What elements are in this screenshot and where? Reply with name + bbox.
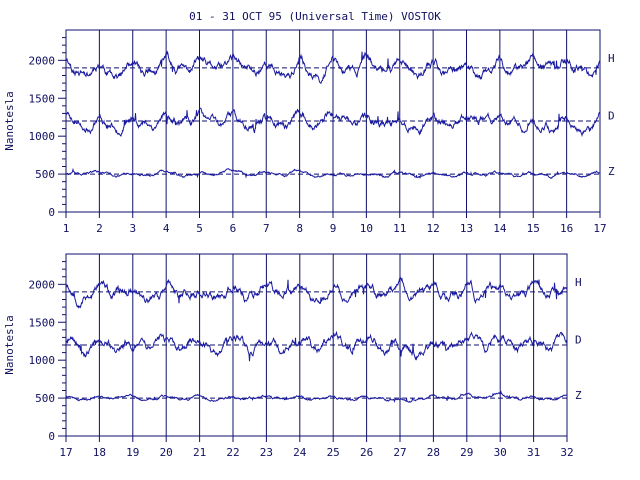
y-tick-label: 500	[35, 168, 55, 181]
x-tick-label: 5	[196, 222, 203, 235]
x-tick-label: 21	[193, 446, 206, 459]
x-tick-label: 1	[63, 222, 70, 235]
x-tick-label: 17	[593, 222, 606, 235]
series-label-z: Z	[575, 389, 582, 402]
x-tick-label: 28	[427, 446, 440, 459]
x-tick-label: 15	[527, 222, 540, 235]
x-tick-label: 27	[393, 446, 406, 459]
y-tick-label: 1500	[29, 316, 56, 329]
series-trace-z	[65, 167, 601, 180]
x-tick-label: 14	[493, 222, 507, 235]
x-tick-label: 17	[59, 446, 72, 459]
y-tick-label: 0	[48, 206, 55, 219]
x-tick-label: 19	[126, 446, 139, 459]
x-tick-label: 7	[263, 222, 270, 235]
x-tick-label: 30	[494, 446, 507, 459]
series-trace-z	[65, 390, 568, 403]
x-tick-label: 25	[327, 446, 340, 459]
panel-top: 1 2 3 4 5 6 7 8 9 10 11 12 13 14 15 16 17050010001500200…	[3, 29, 615, 235]
x-tick-label: 8	[296, 222, 303, 235]
series-label-d: D	[608, 110, 615, 123]
series-label-h: H	[608, 52, 615, 65]
x-tick-label: 12	[427, 222, 440, 235]
y-tick-label: 1000	[29, 130, 56, 143]
x-tick-label: 22	[226, 446, 239, 459]
x-tick-label: 4	[163, 222, 170, 235]
x-tick-label: 31	[527, 446, 540, 459]
series-trace-h	[65, 276, 568, 309]
y-tick-label: 2000	[29, 278, 56, 291]
series-label-z: Z	[608, 165, 615, 178]
x-tick-label: 20	[160, 446, 173, 459]
panel-bottom: 17 18 19 20 21 22 23 24 25 26 27 28 29 30 31 32 0 500 1000…	[3, 253, 582, 459]
x-tick-label: 32	[560, 446, 573, 459]
y-tick-label: 500	[35, 392, 55, 405]
y-axis-label: Nanotesla	[3, 91, 16, 151]
y-tick-label: 1500	[29, 92, 56, 105]
x-tick-label: 23	[260, 446, 273, 459]
x-tick-label: 26	[360, 446, 373, 459]
y-tick-label: 2000	[29, 54, 56, 67]
x-tick-label: 6	[230, 222, 237, 235]
series-label-d: D	[575, 334, 582, 347]
series-trace-h	[65, 50, 601, 85]
x-tick-label: 11	[393, 222, 406, 235]
y-tick-label: 0	[48, 430, 55, 443]
x-tick-label: 9	[330, 222, 337, 235]
x-tick-label: 2	[96, 222, 103, 235]
x-tick-label: 29	[460, 446, 473, 459]
y-tick-label: 1000	[29, 354, 56, 367]
series-trace-d	[65, 107, 601, 138]
series-trace-d	[65, 330, 568, 362]
chart-title: 01 - 31 OCT 95 (Universal Time) VOSTOK	[189, 10, 441, 23]
series-label-h: H	[575, 276, 582, 289]
x-tick-label: 16	[560, 222, 573, 235]
x-tick-label: 24	[293, 446, 307, 459]
y-axis-label: Nanotesla	[3, 315, 16, 375]
x-tick-label: 3	[129, 222, 136, 235]
x-tick-label: 10	[360, 222, 373, 235]
x-tick-label: 13	[460, 222, 473, 235]
x-tick-label: 18	[93, 446, 106, 459]
